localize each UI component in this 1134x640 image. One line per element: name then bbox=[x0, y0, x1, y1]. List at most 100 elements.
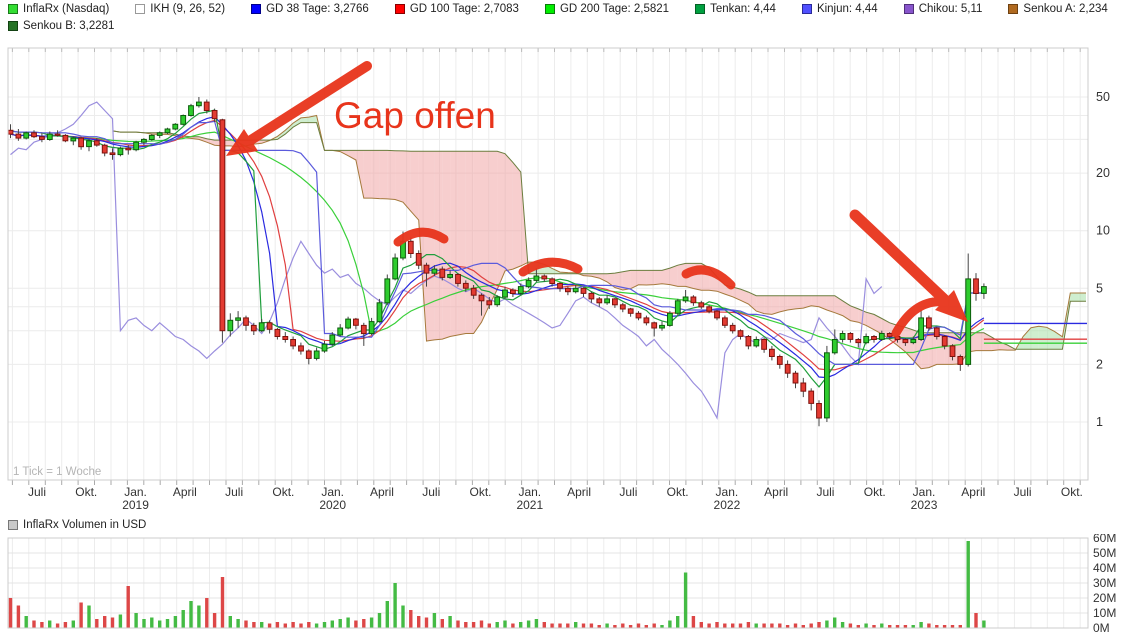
x-label-month: Juli bbox=[225, 485, 244, 499]
volume-bar bbox=[809, 623, 813, 628]
volume-bar bbox=[495, 622, 499, 628]
volume-bar bbox=[589, 623, 594, 628]
volume-bar bbox=[526, 620, 531, 628]
series-swatch-icon bbox=[8, 21, 18, 31]
legend-label: InflaRx (Nasdaq) bbox=[23, 3, 110, 15]
x-label-month: April bbox=[369, 485, 394, 499]
x-label-month: Okt. bbox=[863, 485, 886, 499]
y-tick-label: 1 bbox=[1096, 415, 1103, 429]
candle bbox=[156, 131, 163, 139]
candle bbox=[659, 321, 665, 331]
legend-label: Kinjun: 4,44 bbox=[816, 3, 878, 15]
x-axis-label: Jan. 2019 bbox=[122, 486, 149, 512]
candle bbox=[470, 285, 477, 299]
volume-bar bbox=[628, 625, 633, 628]
chikou-line bbox=[10, 101, 883, 420]
volume-bar bbox=[605, 623, 609, 628]
candle bbox=[31, 130, 37, 139]
legend-label: GD 38 Tage: 3,2766 bbox=[266, 3, 369, 15]
series-swatch-icon bbox=[394, 4, 405, 14]
legend-item: Tenkan: 4,44 bbox=[695, 3, 776, 15]
x-label-month: Okt. bbox=[75, 485, 98, 499]
candle bbox=[188, 103, 194, 117]
x-axis-label: Jan. 2021 bbox=[516, 486, 543, 512]
volume-bar bbox=[707, 623, 711, 628]
candle bbox=[698, 300, 705, 309]
candle bbox=[290, 336, 297, 350]
volume-bar bbox=[856, 625, 860, 628]
x-axis-label: Jan. 2022 bbox=[714, 486, 741, 512]
volume-tick-label: 40M bbox=[1093, 561, 1116, 575]
candle bbox=[729, 322, 736, 334]
y-tick-label: 10 bbox=[1096, 224, 1110, 238]
volume-bar bbox=[424, 617, 429, 628]
volume-bar bbox=[888, 625, 892, 628]
legend-row-1: InflaRx (Nasdaq) IKH (9, 26, 52) GD 38 Tag… bbox=[8, 3, 1108, 15]
candle bbox=[101, 143, 108, 157]
candle bbox=[572, 285, 579, 294]
candle bbox=[407, 237, 414, 258]
volume-bar bbox=[110, 617, 115, 628]
x-label-year: 2023 bbox=[910, 498, 938, 512]
candle bbox=[557, 281, 563, 292]
volume-bar bbox=[118, 614, 123, 628]
volume-bar bbox=[487, 623, 491, 628]
volume-bar bbox=[762, 623, 766, 628]
candle bbox=[141, 138, 147, 146]
x-label-month: Juli bbox=[619, 485, 638, 499]
candle bbox=[674, 298, 681, 316]
volume-bar bbox=[660, 625, 664, 628]
candle bbox=[266, 320, 273, 334]
candle bbox=[282, 332, 289, 343]
volume-bar bbox=[715, 622, 719, 628]
legend-item: InflaRx (Nasdaq) bbox=[8, 3, 109, 15]
candle bbox=[863, 333, 870, 345]
volume-bar bbox=[189, 601, 193, 628]
series-swatch-icon bbox=[135, 4, 146, 14]
legend-item: IKH (9, 26, 52) bbox=[135, 3, 225, 15]
volume-bar bbox=[597, 625, 601, 628]
volume-bar bbox=[613, 625, 617, 628]
candle bbox=[462, 280, 469, 292]
volume-bar bbox=[244, 620, 248, 628]
volume-tick-label: 30M bbox=[1093, 576, 1116, 590]
x-label-year: 2022 bbox=[713, 498, 741, 512]
x-label-month: Juli bbox=[422, 485, 441, 499]
volume-bar bbox=[291, 622, 295, 628]
series-swatch-icon bbox=[8, 4, 18, 14]
candle bbox=[588, 291, 595, 303]
volume-bar bbox=[314, 623, 319, 628]
volume-bar bbox=[574, 622, 578, 628]
x-axis-label: Okt. bbox=[272, 486, 294, 499]
volume-bar bbox=[974, 613, 978, 628]
volume-bar bbox=[377, 613, 382, 628]
price-chart-svg: 50 20 10 5 2 1 1 Tick = 1 Woche Gap offen bbox=[7, 47, 1110, 485]
x-label-month: April bbox=[567, 485, 592, 499]
candle bbox=[478, 293, 485, 316]
candle bbox=[549, 277, 556, 287]
volume-bar bbox=[299, 623, 303, 628]
candle bbox=[902, 338, 909, 346]
volume-bar bbox=[534, 619, 539, 628]
volume-bar bbox=[55, 623, 60, 628]
volume-bar bbox=[919, 622, 923, 628]
x-axis-label: April bbox=[173, 486, 197, 499]
volume-bar bbox=[785, 625, 790, 628]
annotations bbox=[226, 61, 968, 338]
candle bbox=[800, 377, 807, 398]
candle bbox=[368, 317, 375, 335]
volume-bar bbox=[71, 620, 75, 628]
candle bbox=[926, 315, 932, 331]
x-label-month: April bbox=[172, 485, 197, 499]
x-label-month: Jan. bbox=[912, 485, 936, 499]
candle bbox=[533, 268, 540, 282]
volume-bar bbox=[479, 620, 484, 628]
candle bbox=[753, 336, 760, 348]
candle bbox=[86, 139, 92, 152]
volume-bar bbox=[621, 623, 625, 628]
peak-arc-2020 bbox=[393, 227, 449, 247]
candle bbox=[722, 315, 728, 328]
grid bbox=[8, 48, 1088, 485]
candle bbox=[690, 295, 697, 306]
x-label-month: Juli bbox=[1013, 485, 1032, 499]
